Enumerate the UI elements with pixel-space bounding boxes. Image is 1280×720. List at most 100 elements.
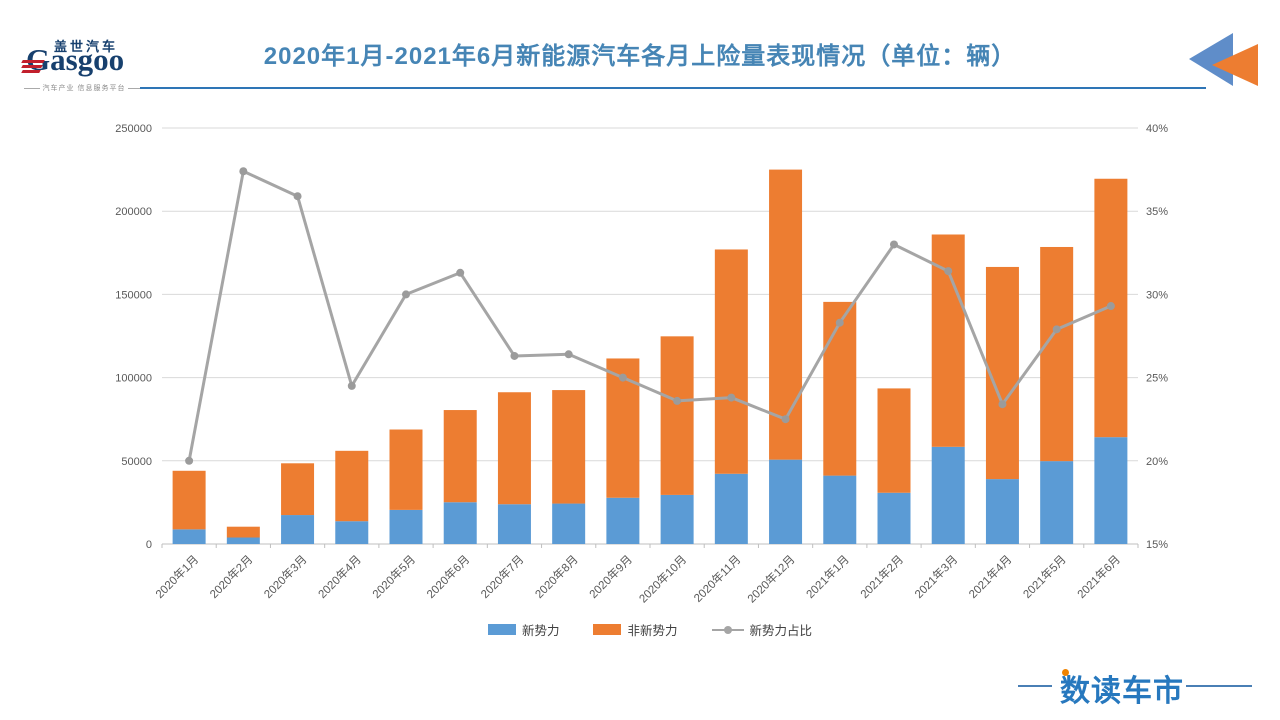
- bar-segment-new-forces: [172, 529, 206, 544]
- tagline-text: 汽车产业 信息服务平台: [42, 85, 126, 92]
- brand-text: 数读车市: [1060, 675, 1184, 708]
- shudu-cheshi-brand: 数读车市: [1018, 664, 1258, 708]
- bar-segment-non-new-forces: [552, 390, 586, 504]
- share-line-marker: [727, 393, 736, 402]
- bar-segment-new-forces: [389, 509, 423, 544]
- x-axis-category-label: 2020年10月: [636, 552, 689, 605]
- x-axis-category-label: 2021年4月: [966, 552, 1015, 601]
- legend-item-new-forces-share: 新势力占比: [711, 620, 813, 639]
- bar-segment-non-new-forces: [172, 470, 206, 530]
- page-title: 2020年1月-2021年6月新能源汽车各月上险量表现情况（单位：辆）: [263, 43, 1017, 70]
- bar-segment-new-forces: [769, 459, 803, 544]
- brand-orange-dot-icon: [1062, 669, 1069, 676]
- gasgoo-logo: 盖世汽车 Gasgoo 汽车产业 信息服务平台: [21, 34, 145, 96]
- legend-label: 新势力占比: [749, 624, 813, 638]
- bar-segment-new-forces: [660, 494, 694, 544]
- bar-segment-non-new-forces: [985, 266, 1019, 480]
- bar-segment-non-new-forces: [714, 249, 748, 474]
- bar-segment-new-forces: [877, 492, 911, 544]
- orange-triangle: [1212, 44, 1258, 86]
- share-line-marker: [510, 351, 519, 360]
- bar-segment-non-new-forces: [823, 301, 857, 476]
- share-line-marker: [835, 318, 844, 327]
- y-axis-left-label: 200000: [115, 206, 152, 218]
- bar-segment-new-forces: [1094, 437, 1128, 544]
- share-line: [187, 169, 1113, 463]
- x-axis-category-label: 2020年8月: [532, 552, 581, 601]
- bar-segment-new-forces: [823, 475, 857, 544]
- blue-triangle: [1189, 33, 1233, 86]
- share-line-marker: [673, 396, 682, 405]
- share-line-marker: [239, 167, 248, 176]
- y-axis-left-label: 50000: [121, 456, 152, 468]
- legend-swatch-line-with-dot: [711, 624, 744, 635]
- y-axis-right-label: 40%: [1146, 123, 1168, 135]
- bar-segment-non-new-forces: [226, 526, 260, 538]
- share-line-marker: [1052, 325, 1061, 334]
- share-line-marker: [781, 415, 790, 424]
- x-axis-category-label: 2020年5月: [369, 552, 418, 601]
- x-axis-category-label: 2021年5月: [1020, 552, 1069, 601]
- share-line-marker: [890, 240, 898, 249]
- bar-segment-new-forces: [443, 502, 477, 544]
- bar-segment-new-forces: [985, 479, 1019, 544]
- bar-segment-non-new-forces: [335, 450, 369, 522]
- legend-label: 新势力: [521, 624, 560, 638]
- share-line-marker: [347, 381, 356, 390]
- x-axis-category-label: 2021年3月: [912, 552, 961, 601]
- x-axis-category-label: 2020年11月: [691, 552, 744, 605]
- legend-item-new-forces: 新势力: [487, 620, 560, 639]
- bar-segment-new-forces: [606, 497, 640, 544]
- share-line-marker: [456, 268, 465, 277]
- legend-label: 非新势力: [627, 624, 678, 638]
- share-line-marker: [402, 290, 410, 299]
- share-line-marker: [618, 373, 627, 382]
- y-axis-left-label: 100000: [115, 373, 152, 385]
- x-axis-category-label: 2020年12月: [744, 552, 797, 605]
- bar-segment-non-new-forces: [877, 388, 911, 493]
- brand-dash-right: [1186, 685, 1252, 687]
- share-line-marker: [293, 192, 302, 201]
- bar-segment-new-forces: [226, 537, 260, 544]
- title-underline: [140, 87, 1206, 89]
- tagline-dash-right: [128, 87, 145, 89]
- bar-segment-non-new-forces: [443, 410, 477, 503]
- chart-legend: 新势力 非新势力 新势力占比: [0, 620, 1280, 639]
- share-line-marker: [185, 456, 194, 465]
- bar-segment-non-new-forces: [497, 392, 531, 505]
- x-axis-category-label: 2020年4月: [315, 552, 364, 601]
- bar-segment-new-forces: [714, 473, 748, 544]
- x-axis-category-label: 2021年6月: [1074, 552, 1123, 601]
- gasgoo-logo-tagline: 汽车产业 信息服务平台: [24, 83, 145, 93]
- double-left-triangles-icon: [1189, 33, 1258, 86]
- x-axis-category-label: 2020年6月: [424, 552, 473, 601]
- bar-segment-non-new-forces: [769, 169, 803, 460]
- bar-segment-non-new-forces: [1040, 246, 1074, 462]
- share-line-marker: [998, 400, 1007, 409]
- y-axis-right-label: 25%: [1146, 373, 1168, 385]
- y-axis-right-label: 35%: [1146, 206, 1168, 218]
- x-axis-category-label: 2020年7月: [478, 552, 527, 601]
- x-axis-category-label: 2020年3月: [261, 552, 310, 601]
- brand-dash-left: [1018, 685, 1052, 687]
- bar-segment-non-new-forces: [660, 336, 694, 495]
- legend-item-non-new-forces: 非新势力: [593, 620, 678, 639]
- x-axis-category-label: 2020年9月: [586, 552, 635, 601]
- legend-swatch-orange: [593, 624, 622, 635]
- bar-segment-new-forces: [281, 515, 315, 544]
- y-axis-left-label: 0: [146, 539, 152, 551]
- share-line-marker: [1106, 302, 1115, 311]
- x-axis-category-label: 2020年1月: [152, 552, 201, 601]
- share-line-marker: [944, 267, 953, 276]
- bar-segment-new-forces: [1040, 461, 1074, 544]
- tagline-dash-left: [24, 87, 40, 89]
- legend-swatch-blue: [487, 624, 516, 635]
- y-axis-right-label: 20%: [1146, 456, 1168, 468]
- x-axis-category-label: 2020年2月: [207, 552, 256, 601]
- share-line-marker: [564, 350, 573, 359]
- gasgoo-logo-cn-text: 盖世汽车: [54, 39, 119, 54]
- y-axis-left-label: 250000: [115, 123, 152, 135]
- x-axis-category-label: 2021年1月: [803, 552, 852, 601]
